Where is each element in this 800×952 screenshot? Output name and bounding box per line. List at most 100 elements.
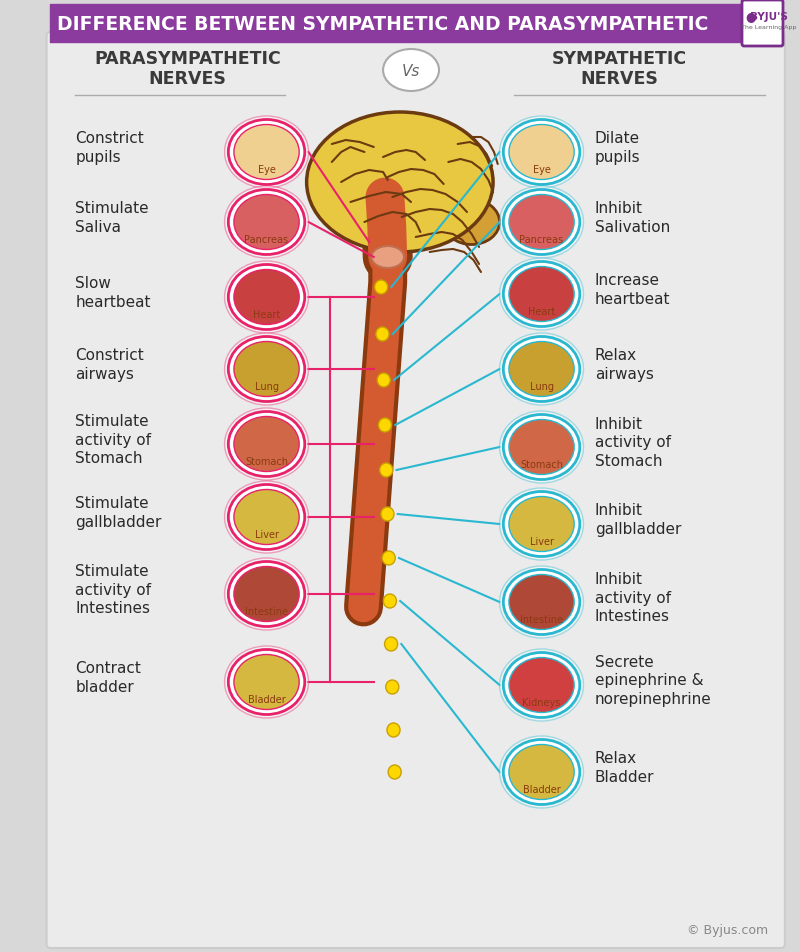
FancyBboxPatch shape bbox=[742, 1, 783, 47]
Text: Increase
heartbeat: Increase heartbeat bbox=[594, 273, 670, 307]
Ellipse shape bbox=[509, 658, 574, 713]
Text: Dilate
pupils: Dilate pupils bbox=[594, 131, 640, 165]
Circle shape bbox=[374, 281, 388, 295]
Ellipse shape bbox=[234, 126, 299, 180]
Ellipse shape bbox=[225, 646, 309, 718]
Circle shape bbox=[746, 14, 756, 24]
Ellipse shape bbox=[503, 190, 580, 255]
Ellipse shape bbox=[234, 342, 299, 397]
Text: Stimulate
activity of
Intestines: Stimulate activity of Intestines bbox=[75, 564, 151, 615]
Ellipse shape bbox=[499, 117, 583, 188]
Ellipse shape bbox=[509, 744, 574, 800]
FancyBboxPatch shape bbox=[46, 33, 785, 948]
Text: Eye: Eye bbox=[533, 165, 550, 175]
Text: Intestine: Intestine bbox=[245, 606, 288, 616]
Text: Bladder: Bladder bbox=[522, 784, 561, 794]
Ellipse shape bbox=[228, 266, 305, 330]
Text: BYJU'S: BYJU'S bbox=[750, 12, 788, 22]
Text: Constrict
pupils: Constrict pupils bbox=[75, 131, 144, 165]
Text: © Byjus.com: © Byjus.com bbox=[687, 923, 769, 937]
Circle shape bbox=[388, 765, 402, 779]
Ellipse shape bbox=[306, 113, 493, 252]
Ellipse shape bbox=[503, 740, 580, 804]
Ellipse shape bbox=[225, 262, 309, 333]
Text: Heart: Heart bbox=[253, 309, 280, 320]
Text: The Learning App: The Learning App bbox=[742, 25, 797, 30]
Ellipse shape bbox=[509, 420, 574, 475]
Ellipse shape bbox=[509, 575, 574, 630]
Text: Bladder: Bladder bbox=[248, 694, 286, 704]
Text: SYMPATHETIC
NERVES: SYMPATHETIC NERVES bbox=[551, 50, 686, 89]
Text: Stimulate
Saliva: Stimulate Saliva bbox=[75, 201, 149, 234]
Ellipse shape bbox=[499, 736, 583, 808]
Text: Stomach: Stomach bbox=[245, 457, 288, 466]
Ellipse shape bbox=[234, 490, 299, 545]
Text: Relax
Bladder: Relax Bladder bbox=[594, 750, 654, 784]
Circle shape bbox=[385, 637, 398, 651]
Ellipse shape bbox=[509, 268, 574, 322]
Text: Secrete
epinephrine &
norepinephrine: Secrete epinephrine & norepinephrine bbox=[594, 654, 711, 706]
Circle shape bbox=[381, 507, 394, 522]
Text: Inhibit
Salivation: Inhibit Salivation bbox=[594, 201, 670, 234]
Ellipse shape bbox=[225, 559, 309, 630]
Text: Inhibit
activity of
Stomach: Inhibit activity of Stomach bbox=[594, 416, 670, 468]
Text: Slow
heartbeat: Slow heartbeat bbox=[75, 276, 151, 309]
Ellipse shape bbox=[371, 247, 404, 268]
Text: DIFFERENCE BETWEEN SYMPATHETIC AND PARASYMPATHETIC: DIFFERENCE BETWEEN SYMPATHETIC AND PARAS… bbox=[58, 14, 709, 33]
Ellipse shape bbox=[503, 415, 580, 480]
Circle shape bbox=[382, 551, 395, 565]
Text: Lung: Lung bbox=[254, 382, 278, 391]
Text: Inhibit
activity of
Intestines: Inhibit activity of Intestines bbox=[594, 571, 670, 624]
Circle shape bbox=[387, 724, 400, 737]
Ellipse shape bbox=[509, 126, 574, 180]
Text: Stimulate
activity of
Stomach: Stimulate activity of Stomach bbox=[75, 413, 151, 466]
Ellipse shape bbox=[503, 570, 580, 635]
Circle shape bbox=[376, 327, 389, 342]
Ellipse shape bbox=[503, 120, 580, 186]
Ellipse shape bbox=[234, 270, 299, 326]
Text: Inhibit
gallbladder: Inhibit gallbladder bbox=[594, 503, 681, 536]
Ellipse shape bbox=[228, 412, 305, 477]
Ellipse shape bbox=[499, 649, 583, 722]
Text: Relax
airways: Relax airways bbox=[594, 347, 654, 382]
Ellipse shape bbox=[225, 187, 309, 259]
Text: Intestine: Intestine bbox=[520, 614, 563, 625]
Ellipse shape bbox=[234, 195, 299, 250]
Ellipse shape bbox=[228, 485, 305, 550]
FancyBboxPatch shape bbox=[50, 5, 745, 43]
Text: Kidneys: Kidneys bbox=[522, 697, 561, 707]
Ellipse shape bbox=[225, 117, 309, 188]
Circle shape bbox=[386, 681, 399, 694]
Text: Eye: Eye bbox=[258, 165, 275, 175]
Ellipse shape bbox=[499, 488, 583, 561]
Ellipse shape bbox=[228, 337, 305, 402]
Text: Stimulate
gallbladder: Stimulate gallbladder bbox=[75, 496, 162, 529]
Text: Lung: Lung bbox=[530, 382, 554, 391]
Text: Pancreas: Pancreas bbox=[519, 235, 564, 245]
Circle shape bbox=[380, 464, 393, 478]
Ellipse shape bbox=[225, 482, 309, 553]
Ellipse shape bbox=[444, 200, 499, 246]
Ellipse shape bbox=[499, 566, 583, 639]
Ellipse shape bbox=[499, 259, 583, 330]
Text: Vs: Vs bbox=[402, 64, 420, 78]
Ellipse shape bbox=[499, 187, 583, 259]
Circle shape bbox=[378, 419, 391, 432]
Ellipse shape bbox=[228, 190, 305, 255]
Text: Pancreas: Pancreas bbox=[245, 235, 289, 245]
Text: Contract
bladder: Contract bladder bbox=[75, 661, 142, 694]
Ellipse shape bbox=[499, 333, 583, 406]
Ellipse shape bbox=[228, 650, 305, 715]
Text: Constrict
airways: Constrict airways bbox=[75, 347, 144, 382]
Ellipse shape bbox=[234, 417, 299, 472]
Ellipse shape bbox=[509, 342, 574, 397]
Text: Stomach: Stomach bbox=[520, 460, 563, 469]
Ellipse shape bbox=[509, 195, 574, 250]
Circle shape bbox=[383, 594, 397, 608]
Ellipse shape bbox=[234, 655, 299, 710]
Text: Heart: Heart bbox=[528, 307, 555, 317]
Ellipse shape bbox=[234, 566, 299, 622]
Ellipse shape bbox=[509, 497, 574, 552]
Ellipse shape bbox=[228, 562, 305, 626]
Ellipse shape bbox=[503, 337, 580, 402]
